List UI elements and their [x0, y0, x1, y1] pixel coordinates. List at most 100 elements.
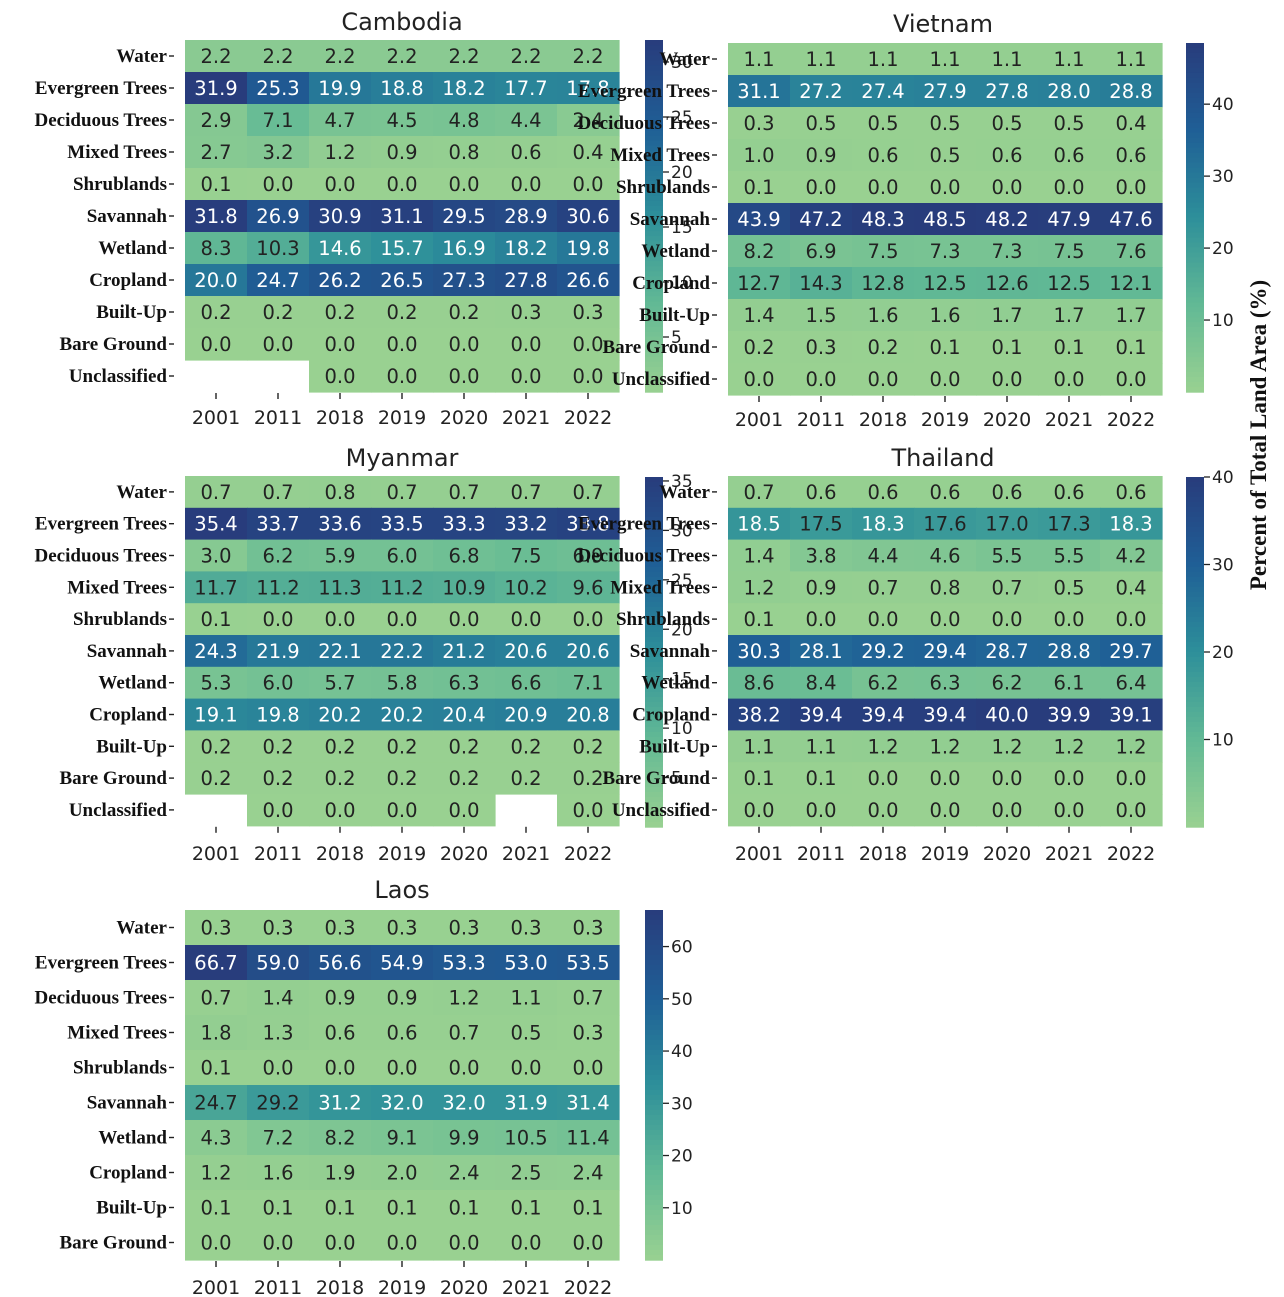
- colorbar-segment: [645, 85, 663, 91]
- cell-value: 12.6: [985, 272, 1028, 295]
- cell-value: 1.1: [1115, 48, 1146, 71]
- column-label: 2020: [983, 843, 1031, 865]
- colorbar-segment: [1186, 207, 1204, 214]
- cell-value: 7.1: [572, 672, 603, 695]
- row-label: Bare Ground: [59, 768, 167, 789]
- cell-value: 0.2: [324, 301, 355, 324]
- cell-value: 27.9: [923, 80, 966, 103]
- cell-value: 0.0: [324, 608, 355, 631]
- colorbar-tick-label: 10: [1212, 731, 1234, 751]
- colorbar-segment: [645, 276, 663, 283]
- heatmap-cell: [1100, 539, 1163, 572]
- cell-value: 0.6: [386, 1022, 417, 1045]
- cell-value: 1.6: [867, 304, 898, 327]
- heatmap-cell: [371, 603, 434, 636]
- cell-value: 54.9: [380, 952, 423, 975]
- cell-value: 2.4: [448, 1162, 479, 1185]
- heatmap-cell: [371, 104, 434, 137]
- cell-value: 0.0: [1115, 608, 1146, 631]
- heatmap-cell: [495, 232, 558, 265]
- colorbar-segment: [1186, 352, 1204, 358]
- cell-value: 9.6: [572, 576, 603, 599]
- heatmap-cell: [557, 762, 620, 795]
- heatmap-cell: [852, 107, 915, 140]
- cell-value: 0.0: [262, 333, 293, 356]
- heatmap-cell: [557, 1120, 620, 1156]
- colorbar-segment: [1186, 542, 1204, 548]
- heatmap-cell: [247, 980, 310, 1016]
- heatmap-cell: [976, 75, 1039, 108]
- cell-value: 0.0: [324, 799, 355, 822]
- colorbar-segment: [645, 1195, 663, 1201]
- row-label: Cropland: [632, 273, 710, 294]
- cell-value: 11.3: [318, 576, 361, 599]
- colorbar-segment: [1186, 222, 1204, 229]
- heatmap-cell: [371, 635, 434, 668]
- colorbar-tick-label: 60: [671, 938, 693, 958]
- cell-value: 26.6: [566, 269, 609, 292]
- colorbar-segment: [645, 682, 663, 688]
- colorbar-segment: [645, 1190, 663, 1196]
- colorbar-segment: [1186, 57, 1204, 64]
- heatmap-cell: [728, 730, 791, 763]
- colorbar: 10 20 30 40: [1186, 43, 1234, 393]
- heatmap-cell: [976, 331, 1039, 364]
- colorbar-segment: [645, 1245, 663, 1251]
- heatmap-cell: [557, 1225, 620, 1261]
- colorbar-segment: [645, 497, 663, 503]
- colorbar-segment: [1186, 497, 1204, 503]
- cell-value: 0.9: [386, 141, 417, 164]
- colorbar-segment: [1186, 677, 1204, 683]
- cell-value: 39.1: [1109, 704, 1152, 727]
- heatmap-cell: [557, 1155, 620, 1191]
- colorbar-segment: [1186, 757, 1204, 763]
- colorbar-segment: [645, 637, 663, 643]
- cell-value: 0.0: [448, 1232, 479, 1255]
- cell-value: 27.8: [504, 269, 547, 292]
- colorbar-segment: [1186, 527, 1204, 533]
- heatmap-cell: [371, 1225, 434, 1261]
- row-label: Cropland: [632, 705, 710, 726]
- colorbar-segment: [1186, 587, 1204, 593]
- heatmap-cell: [1038, 571, 1101, 604]
- colorbar-segment: [1186, 157, 1204, 164]
- row-label: Shrublands: [73, 1058, 167, 1079]
- colorbar-segment: [1186, 172, 1204, 179]
- colorbar-segment: [1186, 567, 1204, 573]
- heatmap-cell: [185, 264, 248, 297]
- cell-value: 0.6: [991, 144, 1022, 167]
- colorbar-segment: [1186, 292, 1204, 298]
- cell-value: 1.3: [262, 1022, 293, 1045]
- heatmap-cell: [433, 603, 496, 636]
- heatmap-cell: [914, 603, 977, 636]
- cell-value: 0.7: [262, 481, 293, 504]
- heatmap-cell: [371, 507, 434, 541]
- cell-value: 1.2: [1115, 735, 1146, 758]
- cell-value: 1.2: [448, 987, 479, 1010]
- heatmap-cell: [1038, 43, 1101, 76]
- heatmap-cell: [852, 203, 915, 236]
- cell-value: 0.2: [448, 767, 479, 790]
- heatmap-cell: [247, 794, 310, 827]
- colorbar-segment: [645, 346, 663, 353]
- cell-value: 0.2: [572, 767, 603, 790]
- colorbar-segment: [645, 597, 663, 603]
- heatmap-cell: [185, 539, 248, 572]
- cell-value: 6.0: [386, 545, 417, 568]
- colorbar-segment: [1186, 492, 1204, 498]
- colorbar-segment: [645, 125, 663, 132]
- heatmap-cell: [1100, 476, 1163, 509]
- cell-value: 11.2: [256, 576, 299, 599]
- colorbar-segment: [645, 1015, 663, 1021]
- colorbar-segment: [645, 632, 663, 638]
- heatmap-cell: [1100, 666, 1163, 700]
- row-label: Evergreen Trees: [35, 514, 167, 535]
- cell-value: 2.4: [572, 109, 603, 132]
- colorbar-segment: [645, 712, 663, 718]
- heatmap-cell: [495, 328, 558, 361]
- colorbar-segment: [1186, 267, 1204, 274]
- colorbar-segment: [645, 1230, 663, 1236]
- heatmap-cell: [790, 107, 853, 140]
- colorbar-segment: [1186, 202, 1204, 209]
- colorbar-segment: [1186, 272, 1204, 279]
